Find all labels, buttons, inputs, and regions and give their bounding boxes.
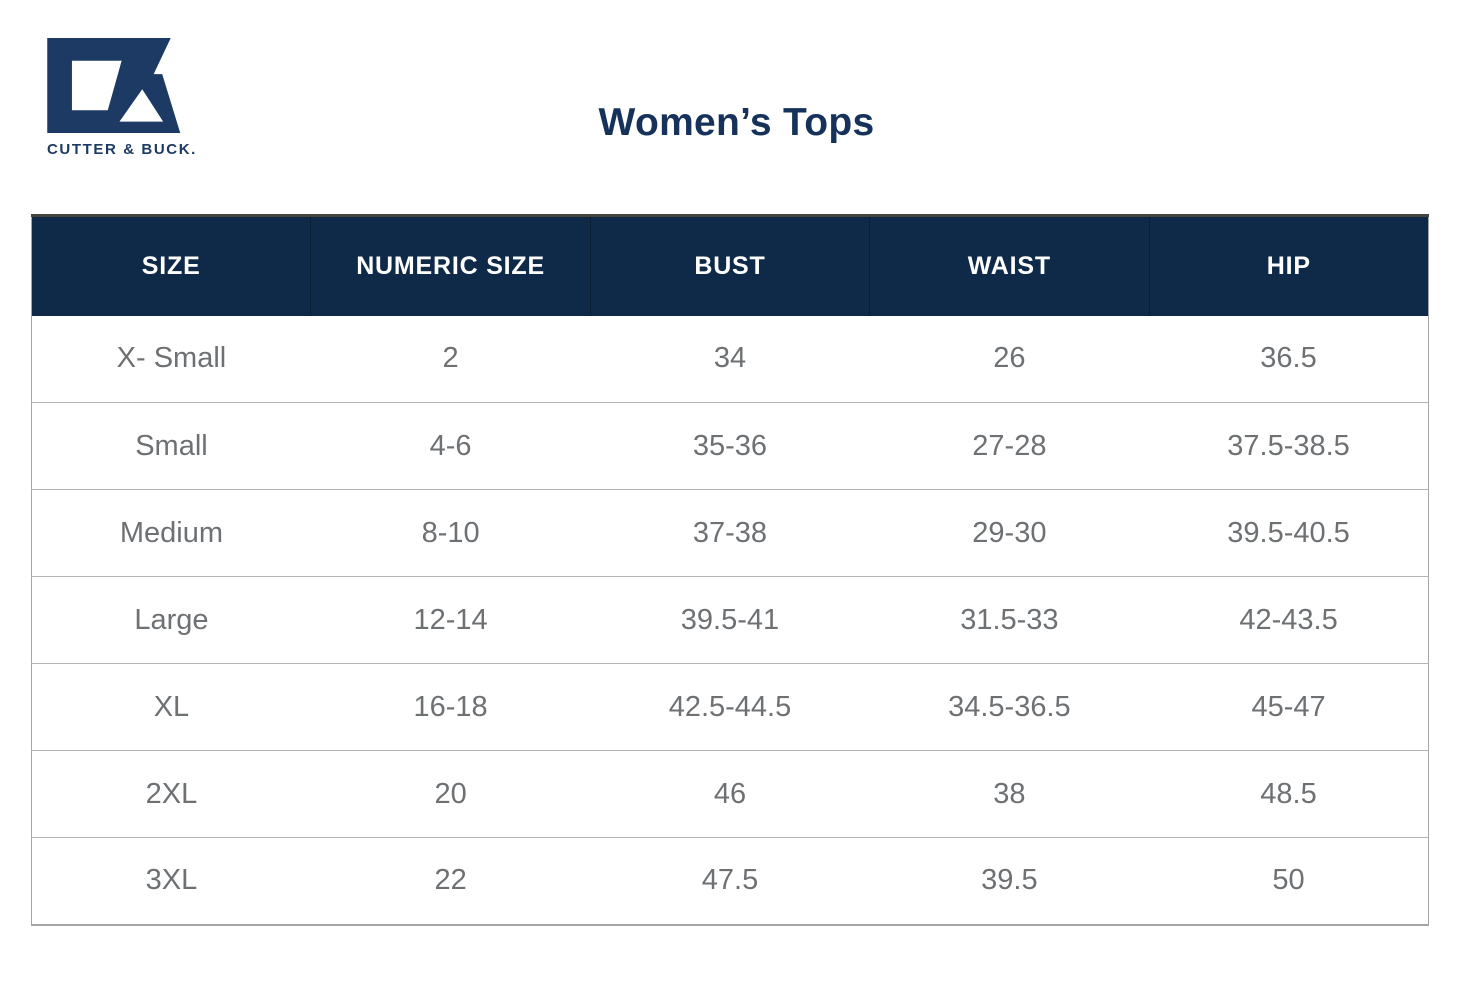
table-cell: 39.5-41 xyxy=(590,576,870,664)
page-title: Women’s Tops xyxy=(598,101,875,145)
table-cell: 34 xyxy=(590,315,870,403)
table-cell: 37-38 xyxy=(590,489,870,577)
table-cell: 34.5-36.5 xyxy=(869,663,1150,751)
table-row-xsmall: X- Small 2 34 26 36.5 xyxy=(31,315,1429,403)
header-row: SIZE NUMERIC SIZE BUST WAIST HIP xyxy=(31,215,1429,316)
table-cell: X- Small xyxy=(31,315,311,403)
table-cell: Small xyxy=(31,402,311,490)
table-cell: 12-14 xyxy=(310,576,591,664)
table-row-xl: XL 16-18 42.5-44.5 34.5-36.5 45-47 xyxy=(31,663,1429,751)
table-cell: 39.5 xyxy=(869,837,1150,925)
table-cell: 4-6 xyxy=(310,402,591,490)
table-row-medium: Medium 8-10 37-38 29-30 39.5-40.5 xyxy=(31,489,1429,577)
table-cell: 31.5-33 xyxy=(869,576,1150,664)
table-cell: 39.5-40.5 xyxy=(1149,489,1429,577)
table-cell: 50 xyxy=(1149,837,1429,925)
column-header-waist: WAIST xyxy=(869,215,1150,316)
table-row-small: Small 4-6 35-36 27-28 37.5-38.5 xyxy=(31,402,1429,490)
table-cell: Medium xyxy=(31,489,311,577)
cutter-buck-logo: CUTTER & BUCK. xyxy=(47,38,217,158)
table-row-3xl: 3XL 22 47.5 39.5 50 xyxy=(31,837,1429,925)
table-cell: 47.5 xyxy=(590,837,870,925)
table-cell: 42.5-44.5 xyxy=(590,663,870,751)
column-header-hip: HIP xyxy=(1148,215,1429,316)
column-header-bust: BUST xyxy=(589,215,870,316)
table-cell: XL xyxy=(31,663,311,751)
cb-monogram-icon xyxy=(47,38,181,133)
size-chart-header: SIZE NUMERIC SIZE BUST WAIST HIP xyxy=(31,215,1429,316)
table-cell: 45-47 xyxy=(1149,663,1429,751)
table-cell: 27-28 xyxy=(869,402,1150,490)
table-cell: 8-10 xyxy=(310,489,591,577)
table-cell: 29-30 xyxy=(869,489,1150,577)
table-cell: 3XL xyxy=(31,837,311,925)
column-header-size: SIZE xyxy=(31,215,311,316)
table-cell: 22 xyxy=(310,837,591,925)
table-cell: 42-43.5 xyxy=(1149,576,1429,664)
table-cell: 37.5-38.5 xyxy=(1149,402,1429,490)
table-cell: 16-18 xyxy=(310,663,591,751)
table-cell: 26 xyxy=(869,315,1150,403)
size-chart-table: SIZE NUMERIC SIZE BUST WAIST HIP X- Smal… xyxy=(31,214,1429,926)
table-cell: 46 xyxy=(590,750,870,838)
size-chart-body: X- Small 2 34 26 36.5 Small 4-6 35-36 27… xyxy=(31,315,1429,925)
table-cell: 36.5 xyxy=(1149,315,1429,403)
table-cell: Large xyxy=(31,576,311,664)
table-cell: 20 xyxy=(310,750,591,838)
table-row-2xl: 2XL 20 46 38 48.5 xyxy=(31,750,1429,838)
column-header-numeric-size: NUMERIC SIZE xyxy=(310,215,591,316)
table-cell: 48.5 xyxy=(1149,750,1429,838)
table-cell: 35-36 xyxy=(590,402,870,490)
table-cell: 38 xyxy=(869,750,1150,838)
table-cell: 2XL xyxy=(31,750,311,838)
table-row-large: Large 12-14 39.5-41 31.5-33 42-43.5 xyxy=(31,576,1429,664)
brand-wordmark: CUTTER & BUCK. xyxy=(47,141,197,158)
table-cell: 2 xyxy=(310,315,591,403)
